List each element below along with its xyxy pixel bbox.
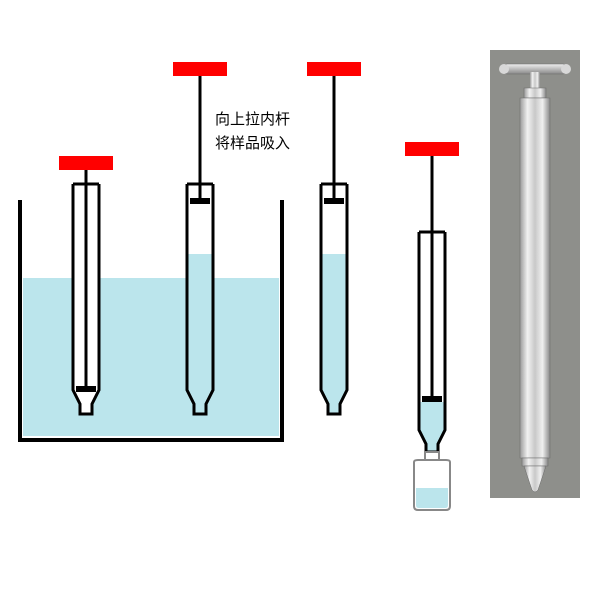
tube-liquid	[419, 402, 445, 452]
tube-liquid	[187, 254, 213, 414]
rod	[431, 156, 434, 232]
diagram-svg	[0, 0, 600, 600]
rod	[333, 76, 336, 184]
handle	[59, 156, 113, 170]
rod	[85, 170, 88, 184]
tube-liquid	[321, 254, 347, 414]
collection-bottle	[414, 452, 450, 510]
sampler-4	[405, 142, 459, 510]
rod	[199, 76, 202, 184]
sampler-3	[307, 62, 361, 414]
handle	[173, 62, 227, 76]
photo-tube	[520, 98, 550, 458]
handle	[405, 142, 459, 156]
handle	[307, 62, 361, 76]
tank-liquid	[23, 278, 279, 436]
photo-panel	[490, 50, 580, 498]
bottle-liquid	[416, 488, 448, 508]
